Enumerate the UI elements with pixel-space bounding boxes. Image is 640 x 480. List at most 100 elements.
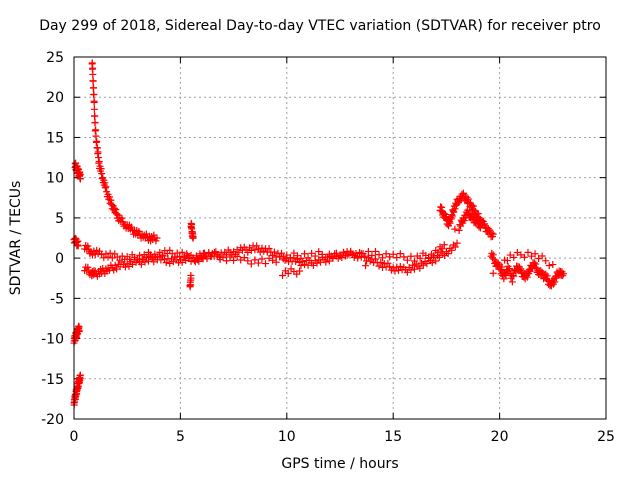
data-point: [84, 242, 92, 250]
data-point: [144, 257, 152, 265]
data-point: [178, 258, 186, 266]
data-point: [531, 250, 539, 258]
data-point: [247, 260, 255, 268]
series-start-upper: [70, 159, 84, 250]
data-point: [517, 265, 525, 273]
data-point: [549, 261, 557, 269]
data-point: [423, 260, 431, 268]
data-point: [293, 252, 301, 260]
data-point: [118, 214, 126, 222]
data-point: [91, 112, 99, 120]
data-point: [468, 201, 476, 209]
y-tick-label: 20: [46, 90, 64, 106]
y-axis-label: SDTVAR / TECUs: [8, 180, 24, 296]
data-point: [89, 64, 97, 72]
data-point: [386, 253, 394, 261]
plot-frame: [73, 56, 607, 420]
data-point: [460, 217, 468, 225]
data-point: [102, 183, 110, 191]
data-point: [459, 189, 467, 197]
data-point: [407, 266, 415, 274]
data-point: [438, 245, 446, 253]
x-tick-label: 5: [176, 429, 185, 445]
data-point: [304, 254, 312, 262]
data-point: [440, 241, 448, 249]
data-point: [538, 252, 546, 260]
data-point: [489, 230, 497, 238]
data-point: [201, 249, 209, 257]
data-point: [308, 249, 316, 257]
data-point: [108, 200, 116, 208]
data-point: [506, 265, 514, 273]
data-point: [503, 256, 511, 264]
data-point: [454, 199, 462, 207]
data-point: [377, 258, 385, 266]
data-point: [520, 253, 528, 261]
data-point: [481, 220, 489, 228]
data-point: [176, 252, 184, 260]
data-point: [530, 259, 538, 267]
data-point: [116, 256, 124, 264]
data-point: [92, 132, 100, 140]
data-point: [489, 269, 497, 277]
data-point: [226, 253, 234, 261]
data-point: [545, 262, 553, 270]
data-point: [506, 251, 514, 259]
data-point: [186, 282, 194, 290]
tick-layer: 0 5 10 15 20 25 -20 -15 -10 -5 0 5 10 15 20 25: [41, 50, 615, 445]
data-point: [284, 270, 292, 278]
data-point: [510, 272, 518, 280]
data-point: [559, 270, 567, 278]
data-point: [235, 248, 243, 256]
data-point: [451, 243, 459, 251]
data-point: [113, 265, 121, 273]
data-point: [391, 267, 399, 275]
data-point: [91, 118, 99, 126]
series-tail-20-23h: [487, 248, 567, 290]
data-point: [107, 196, 115, 204]
series-start-lower: [70, 322, 84, 409]
series-second-band: [81, 241, 448, 268]
data-point: [286, 254, 294, 262]
data-point: [90, 84, 98, 92]
data-point: [403, 256, 411, 264]
data-point: [251, 256, 259, 264]
data-point: [108, 254, 116, 262]
data-point: [153, 234, 161, 242]
data-point: [386, 263, 394, 271]
data-point: [279, 255, 287, 263]
data-point: [450, 208, 458, 216]
y-tick-label: 0: [55, 251, 64, 267]
data-point: [311, 252, 319, 260]
data-point: [244, 248, 252, 256]
data-point: [297, 254, 305, 262]
data-point: [272, 258, 280, 266]
data-point: [528, 252, 536, 260]
data-point: [523, 273, 531, 281]
data-point: [542, 257, 550, 265]
data-point: [150, 258, 158, 266]
data-point: [113, 210, 121, 218]
data-point: [277, 249, 285, 257]
data-point: [213, 252, 221, 260]
data-point: [89, 70, 97, 78]
data-point: [354, 254, 362, 262]
data-point: [90, 98, 98, 106]
y-tick-label: -15: [41, 372, 64, 388]
data-point: [129, 260, 137, 268]
data-point: [524, 248, 532, 256]
data-point: [416, 254, 424, 262]
data-point: [137, 260, 145, 268]
data-point: [169, 258, 177, 266]
data-point: [258, 255, 266, 263]
data-point: [89, 77, 97, 85]
data-point: [76, 175, 84, 183]
data-point: [343, 251, 351, 259]
data-point: [347, 249, 355, 257]
data-point: [476, 224, 484, 232]
data-point: [531, 263, 539, 271]
data-point: [90, 105, 98, 113]
data-point: [444, 250, 452, 258]
data-point: [332, 249, 340, 257]
